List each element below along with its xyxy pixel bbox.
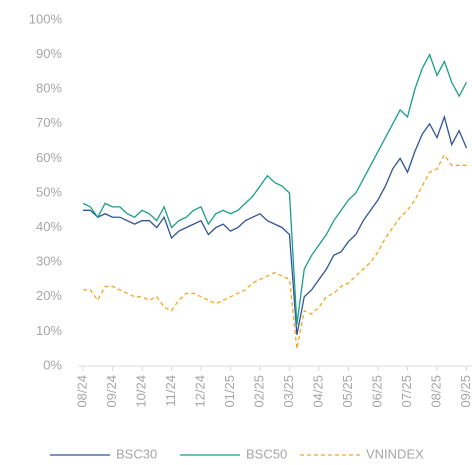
legend-label: BSC50 <box>246 446 287 461</box>
series-line <box>82 52 468 325</box>
legend-label: BSC30 <box>116 446 157 461</box>
series-line <box>83 153 467 349</box>
series-line <box>83 114 468 335</box>
x-tick-label: 09/25 <box>458 375 472 408</box>
y-tick-label: 0% <box>43 357 62 372</box>
x-tick-label: 08/24 <box>74 375 89 408</box>
x-tick-label: 09/24 <box>104 375 119 408</box>
x-tick-label: 07/25 <box>399 375 414 408</box>
y-tick-label: 50% <box>36 184 62 199</box>
x-tick-label: 03/25 <box>281 375 296 408</box>
x-tick-label: 08/25 <box>428 375 443 408</box>
legend-label: VNINDEX <box>366 446 424 461</box>
x-tick-label: 02/25 <box>251 375 266 408</box>
x-tick-label: 10/24 <box>133 375 148 408</box>
y-tick-label: 90% <box>36 46 62 61</box>
x-tick-label: 12/24 <box>192 375 207 408</box>
x-tick-label: 06/25 <box>369 375 384 408</box>
y-tick-label: 80% <box>36 81 62 96</box>
y-tick-label: 40% <box>36 219 62 234</box>
y-tick-label: 10% <box>36 323 62 338</box>
y-tick-label: 100% <box>29 11 63 26</box>
x-tick-label: 11/24 <box>163 375 178 407</box>
y-tick-label: 30% <box>36 254 62 269</box>
y-tick-label: 70% <box>36 115 62 130</box>
x-tick-label: 05/25 <box>340 375 355 408</box>
y-tick-label: 20% <box>36 288 62 303</box>
x-tick-label: 04/25 <box>310 375 325 408</box>
y-tick-label: 60% <box>36 150 62 165</box>
x-tick-label: 01/25 <box>222 375 237 408</box>
